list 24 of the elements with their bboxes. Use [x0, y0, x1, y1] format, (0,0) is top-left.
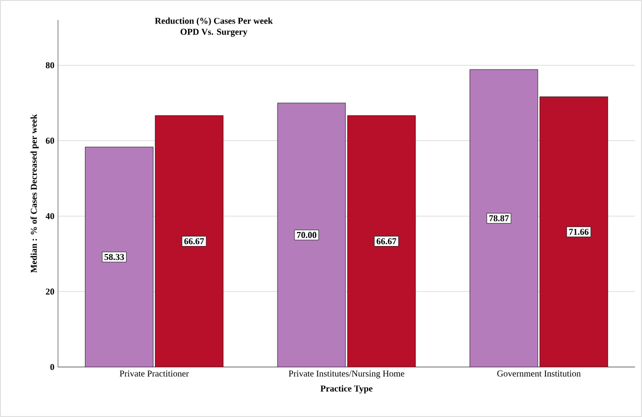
y-tick-label: 80 [46, 62, 54, 68]
text: OPD Vs. Surgery [180, 28, 248, 37]
x-tick-label: Private Institutes/Nursing Home [288, 370, 404, 378]
y-tick-label: 20 [46, 288, 54, 295]
bar [470, 69, 538, 367]
chart-title: Reduction (%) Cases Per week [154, 18, 273, 26]
x-tick-label: Private Practitioner [120, 370, 189, 377]
data-label: 78.87 [489, 215, 509, 222]
y-tick-label: 60 [46, 138, 54, 144]
x-axis-title: Practice Type [320, 385, 372, 394]
data-label: 71.66 [569, 228, 589, 235]
y-axis-title: Median : % of Cases Decreased per week [30, 114, 39, 273]
bar [540, 96, 608, 367]
data-label: 66.67 [184, 238, 204, 244]
bar [348, 116, 416, 367]
bar [155, 116, 224, 367]
y-tick-label: 40 [46, 213, 54, 220]
bar [278, 102, 346, 367]
x-tick-label: Government Institution [497, 370, 581, 377]
bar [85, 146, 154, 367]
data-label: 58.33 [104, 254, 124, 260]
y-tick-label: 0 [50, 364, 54, 370]
data-label: 66.67 [376, 238, 396, 244]
data-label: 70.00 [297, 232, 316, 238]
